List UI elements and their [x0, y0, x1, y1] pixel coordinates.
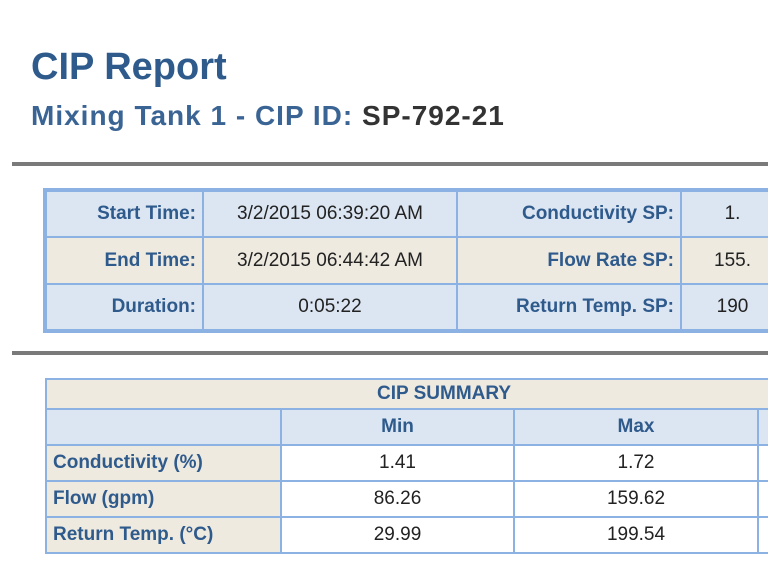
column-header: [45, 408, 282, 446]
cell: [756, 480, 768, 518]
cip-id: SP-792-21: [362, 100, 505, 131]
end-time-value: 3/2/2015 06:44:42 AM: [202, 236, 458, 285]
flow-rate-sp-value: 155.: [680, 236, 768, 285]
divider: [12, 162, 768, 166]
conductivity-sp-value: 1.: [680, 189, 768, 238]
column-header-min: Min: [280, 408, 515, 446]
table-row: Conductivity (%) 1.41 1.72: [45, 444, 768, 482]
min-value: 1.41: [280, 444, 515, 482]
summary-table: CIP SUMMARY Min Max Conductivity (%) 1.4…: [44, 378, 768, 554]
summary-title: CIP SUMMARY: [44, 378, 768, 410]
flow-rate-sp-label: Flow Rate SP:: [456, 236, 682, 285]
page-title: CIP Report: [31, 46, 227, 88]
duration-value: 0:05:22: [202, 283, 458, 332]
conductivity-sp-label: Conductivity SP:: [456, 189, 682, 238]
tank-label: Mixing Tank 1 - CIP ID:: [31, 100, 354, 131]
duration-label: Duration:: [44, 283, 204, 332]
return-temp-sp-value: 190: [680, 283, 768, 332]
max-value: 1.72: [513, 444, 759, 482]
return-temp-sp-label: Return Temp. SP:: [456, 283, 682, 332]
column-header-max: Max: [513, 408, 759, 446]
cell: [756, 516, 768, 554]
cell: [756, 444, 768, 482]
row-label: Conductivity (%): [45, 444, 282, 482]
table-row: Duration: 0:05:22 Return Temp. SP: 190: [44, 283, 768, 332]
info-table: Start Time: 3/2/2015 06:39:20 AM Conduct…: [43, 188, 768, 333]
start-time-label: Start Time:: [44, 189, 204, 238]
divider: [12, 351, 768, 355]
table-row: Return Temp. (°C) 29.99 199.54: [45, 516, 768, 554]
table-row: End Time: 3/2/2015 06:44:42 AM Flow Rate…: [44, 236, 768, 285]
table-row: Flow (gpm) 86.26 159.62: [45, 480, 768, 518]
end-time-label: End Time:: [44, 236, 204, 285]
summary-header-row: Min Max: [45, 408, 768, 446]
start-time-value: 3/2/2015 06:39:20 AM: [202, 189, 458, 238]
table-row: Start Time: 3/2/2015 06:39:20 AM Conduct…: [44, 189, 768, 238]
min-value: 86.26: [280, 480, 515, 518]
max-value: 159.62: [513, 480, 759, 518]
row-label: Return Temp. (°C): [45, 516, 282, 554]
max-value: 199.54: [513, 516, 759, 554]
summary-title-row: CIP SUMMARY: [44, 378, 768, 410]
page-subtitle: Mixing Tank 1 - CIP ID: SP-792-21: [31, 100, 505, 132]
row-label: Flow (gpm): [45, 480, 282, 518]
min-value: 29.99: [280, 516, 515, 554]
column-header: [756, 408, 768, 446]
